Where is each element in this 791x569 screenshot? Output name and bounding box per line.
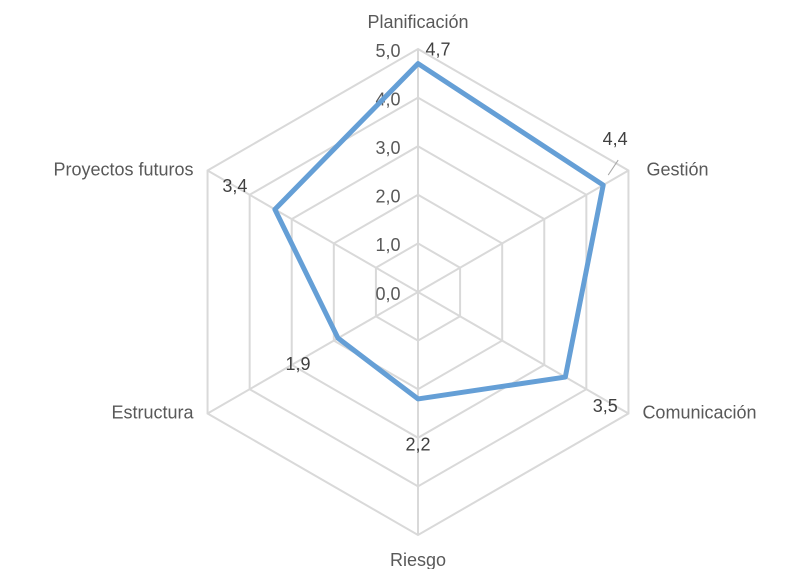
- series-line: [272, 61, 606, 402]
- category-label: Estructura: [112, 402, 195, 422]
- leader-line: [607, 159, 619, 176]
- tick-label: 2,0: [375, 187, 400, 207]
- category-label: Gestión: [646, 159, 708, 179]
- value-label: 4,4: [603, 129, 628, 149]
- value-label: 1,9: [286, 354, 311, 374]
- spoke: [417, 169, 629, 293]
- value-label: 4,7: [425, 39, 450, 59]
- value-label: 3,5: [593, 396, 618, 416]
- spoke: [207, 169, 419, 293]
- tick-label: 4,0: [375, 89, 400, 109]
- tick-label: 3,0: [375, 138, 400, 158]
- category-label: Proyectos futuros: [53, 159, 193, 179]
- spoke: [207, 291, 419, 415]
- value-label: 3,4: [222, 176, 247, 196]
- category-label: Riesgo: [390, 550, 446, 569]
- category-label: Planificación: [367, 12, 468, 32]
- spoke: [417, 291, 629, 415]
- category-label: Comunicación: [642, 402, 756, 422]
- value-label: 2,2: [405, 435, 430, 455]
- tick-label: 5,0: [375, 41, 400, 61]
- tick-label: 0,0: [375, 284, 400, 304]
- tick-label: 1,0: [375, 235, 400, 255]
